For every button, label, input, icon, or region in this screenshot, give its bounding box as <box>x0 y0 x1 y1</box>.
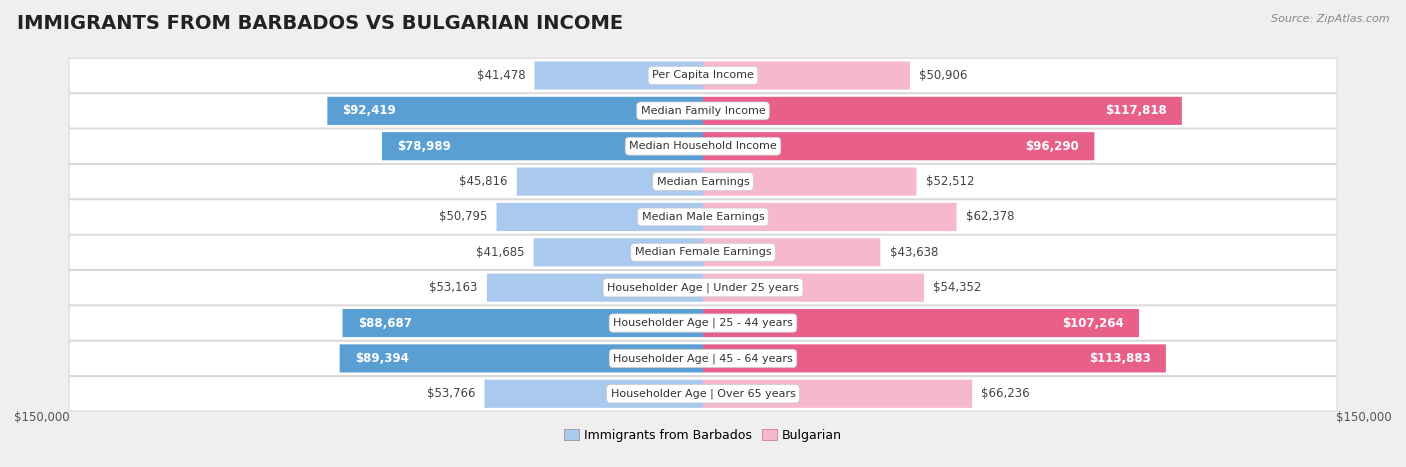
Text: $41,685: $41,685 <box>475 246 524 259</box>
Text: $150,000: $150,000 <box>14 411 70 425</box>
Text: $66,236: $66,236 <box>981 387 1031 400</box>
FancyBboxPatch shape <box>382 132 703 160</box>
FancyBboxPatch shape <box>69 306 1337 340</box>
FancyBboxPatch shape <box>69 58 1337 93</box>
Text: Median Male Earnings: Median Male Earnings <box>641 212 765 222</box>
Text: Per Capita Income: Per Capita Income <box>652 71 754 80</box>
Text: Median Female Earnings: Median Female Earnings <box>634 248 772 257</box>
FancyBboxPatch shape <box>703 309 1139 337</box>
Text: $88,687: $88,687 <box>357 317 412 330</box>
Text: $53,766: $53,766 <box>427 387 475 400</box>
Legend: Immigrants from Barbados, Bulgarian: Immigrants from Barbados, Bulgarian <box>560 424 846 447</box>
FancyBboxPatch shape <box>517 168 703 196</box>
Text: $96,290: $96,290 <box>1025 140 1080 153</box>
Text: $78,989: $78,989 <box>396 140 451 153</box>
Text: $41,478: $41,478 <box>477 69 526 82</box>
Text: Median Family Income: Median Family Income <box>641 106 765 116</box>
FancyBboxPatch shape <box>328 97 703 125</box>
Text: $54,352: $54,352 <box>934 281 981 294</box>
FancyBboxPatch shape <box>703 380 972 408</box>
Text: IMMIGRANTS FROM BARBADOS VS BULGARIAN INCOME: IMMIGRANTS FROM BARBADOS VS BULGARIAN IN… <box>17 14 623 33</box>
FancyBboxPatch shape <box>703 168 917 196</box>
FancyBboxPatch shape <box>703 97 1182 125</box>
Text: Source: ZipAtlas.com: Source: ZipAtlas.com <box>1271 14 1389 24</box>
Text: $92,419: $92,419 <box>343 104 396 117</box>
FancyBboxPatch shape <box>534 62 703 90</box>
FancyBboxPatch shape <box>69 376 1337 411</box>
Text: $150,000: $150,000 <box>1336 411 1392 425</box>
Text: Median Earnings: Median Earnings <box>657 177 749 187</box>
Text: $53,163: $53,163 <box>429 281 478 294</box>
FancyBboxPatch shape <box>69 200 1337 234</box>
Text: $117,818: $117,818 <box>1105 104 1167 117</box>
FancyBboxPatch shape <box>69 164 1337 199</box>
Text: $107,264: $107,264 <box>1062 317 1123 330</box>
FancyBboxPatch shape <box>69 341 1337 375</box>
Text: $52,512: $52,512 <box>925 175 974 188</box>
FancyBboxPatch shape <box>533 238 703 266</box>
FancyBboxPatch shape <box>703 203 956 231</box>
FancyBboxPatch shape <box>703 62 910 90</box>
Text: Householder Age | Over 65 years: Householder Age | Over 65 years <box>610 389 796 399</box>
Text: $62,378: $62,378 <box>966 211 1014 223</box>
FancyBboxPatch shape <box>486 274 703 302</box>
Text: Median Household Income: Median Household Income <box>628 141 778 151</box>
Text: $113,883: $113,883 <box>1088 352 1150 365</box>
FancyBboxPatch shape <box>496 203 703 231</box>
FancyBboxPatch shape <box>485 380 703 408</box>
FancyBboxPatch shape <box>703 238 880 266</box>
Text: Householder Age | 45 - 64 years: Householder Age | 45 - 64 years <box>613 353 793 364</box>
FancyBboxPatch shape <box>69 93 1337 128</box>
FancyBboxPatch shape <box>703 132 1094 160</box>
FancyBboxPatch shape <box>343 309 703 337</box>
FancyBboxPatch shape <box>69 235 1337 269</box>
FancyBboxPatch shape <box>69 129 1337 163</box>
FancyBboxPatch shape <box>703 274 924 302</box>
FancyBboxPatch shape <box>69 270 1337 305</box>
Text: $43,638: $43,638 <box>890 246 938 259</box>
Text: $89,394: $89,394 <box>354 352 409 365</box>
Text: $50,906: $50,906 <box>920 69 967 82</box>
Text: $50,795: $50,795 <box>439 211 488 223</box>
FancyBboxPatch shape <box>340 344 703 373</box>
Text: Householder Age | 25 - 44 years: Householder Age | 25 - 44 years <box>613 318 793 328</box>
Text: Householder Age | Under 25 years: Householder Age | Under 25 years <box>607 283 799 293</box>
FancyBboxPatch shape <box>703 344 1166 373</box>
Text: $45,816: $45,816 <box>460 175 508 188</box>
